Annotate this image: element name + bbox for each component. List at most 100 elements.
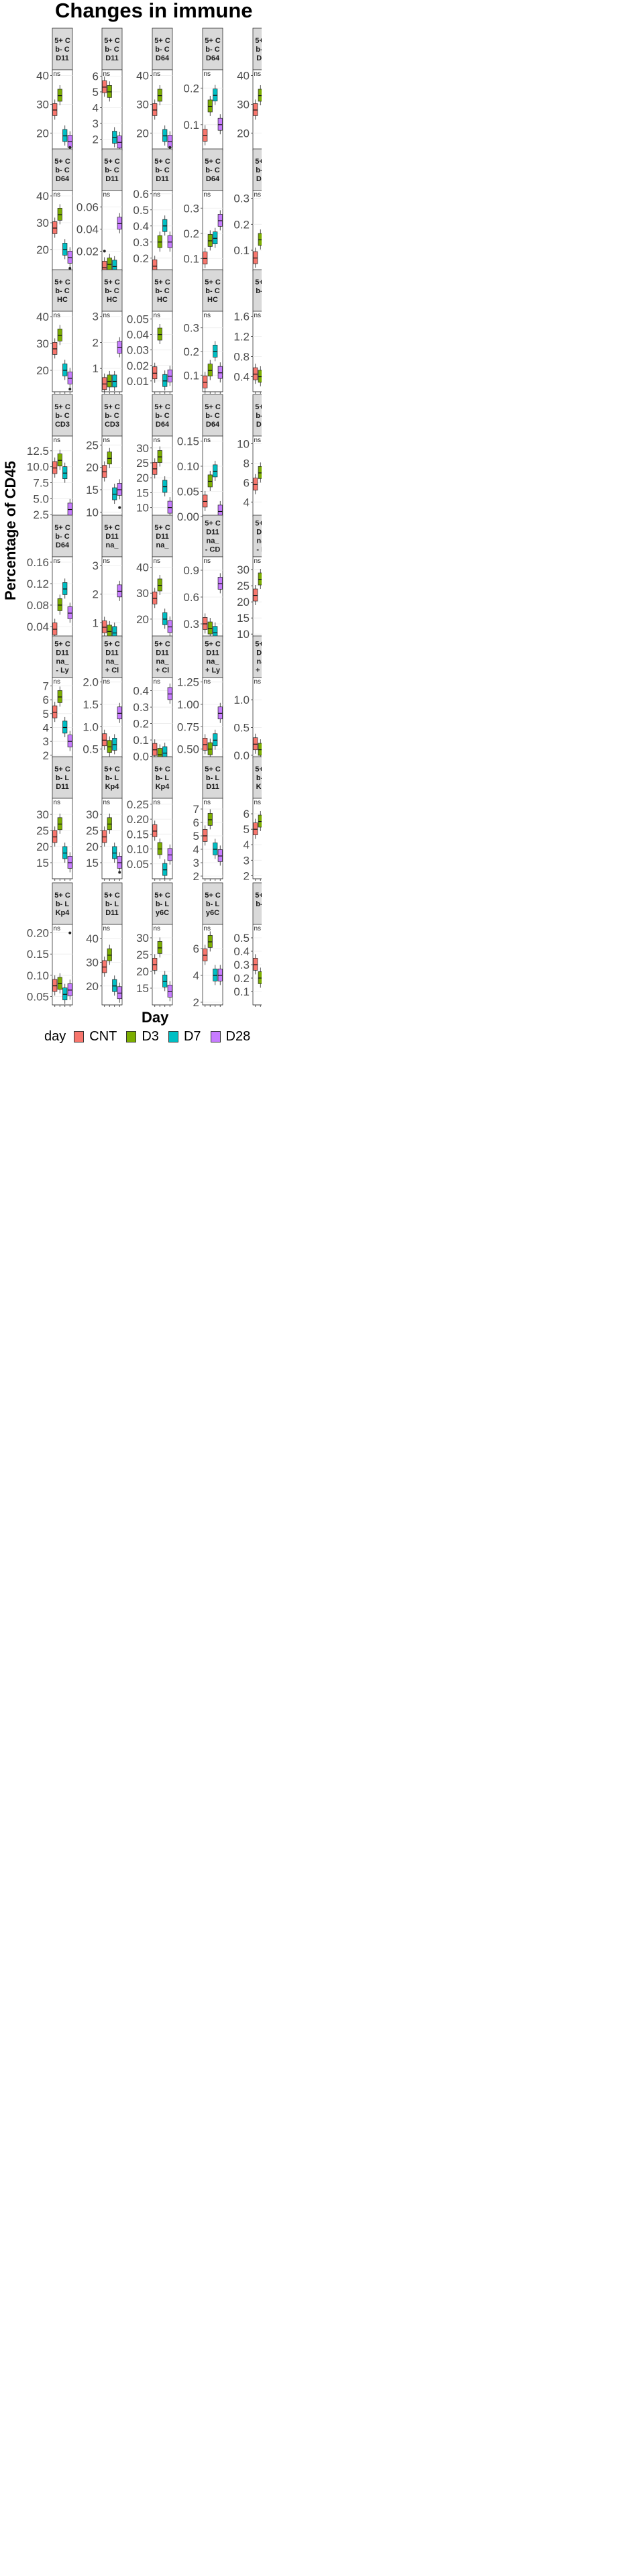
y-tick-label: 0.16 <box>27 556 49 569</box>
box-d28 <box>117 584 122 598</box>
facet-strip <box>101 394 123 437</box>
facet-strip <box>52 28 73 70</box>
facet-strip-label: 5+ C <box>154 158 170 166</box>
y-tick-label: 0.3 <box>183 618 199 631</box>
facet-strip-label: 5+ C <box>104 524 120 532</box>
significance-label: ns <box>204 799 211 806</box>
facet-strip-label: D11 <box>256 54 262 62</box>
y-tick-label: 20 <box>136 965 149 978</box>
facet-strip-label: Kp4 <box>56 909 70 917</box>
facet-strip <box>202 515 223 557</box>
y-tick-label: 40 <box>36 70 49 83</box>
facet-strip-label: 5+ C <box>255 765 262 773</box>
y-tick-label: 7 <box>43 680 49 692</box>
y-tick-label: 15 <box>237 612 250 625</box>
y-tick-label: 0.2 <box>183 345 199 358</box>
facet-strip-label: D11 <box>206 649 219 657</box>
y-tick-label: 0.15 <box>127 828 149 841</box>
y-tick-label: 20 <box>237 596 250 608</box>
facet-strip-label: + Cl <box>156 667 169 675</box>
y-tick-label: 4 <box>43 721 49 734</box>
y-tick-label: 0.15 <box>27 948 49 961</box>
box-d28 <box>217 504 223 517</box>
y-tick-label: 25 <box>237 580 250 592</box>
y-tick-label: 40 <box>237 70 250 83</box>
facet-strip <box>202 394 223 437</box>
facet-strip-label: - Ly <box>56 667 69 675</box>
outlier-point <box>103 250 106 253</box>
facet-strip-label: Kp4 <box>156 783 170 791</box>
significance-label: ns <box>103 799 111 806</box>
facet-strip <box>152 756 173 799</box>
facet-strip-label: b- L <box>256 774 262 782</box>
significance-label: ns <box>103 678 111 686</box>
significance-label: ns <box>154 70 161 78</box>
box-d7 <box>112 626 117 638</box>
y-tick-label: 30 <box>36 337 49 350</box>
facet-strip-label: CD3 <box>105 421 119 429</box>
significance-label: ns <box>54 557 61 565</box>
facet-strip-label: 5+ C <box>255 520 262 528</box>
facet-strip <box>101 269 123 312</box>
y-tick-label: 0.12 <box>27 578 49 590</box>
facet-strip <box>101 148 123 191</box>
y-tick-label: 0.2 <box>183 227 199 240</box>
y-tick-label: 6 <box>93 70 99 83</box>
y-tick-label: 30 <box>36 217 49 229</box>
y-tick-label: 2 <box>193 870 199 883</box>
y-tick-label: 30 <box>86 808 99 821</box>
significance-label: ns <box>154 678 161 686</box>
facet-strip-label: D64 <box>256 421 262 429</box>
y-tick-label: 0.2 <box>183 82 199 95</box>
facet-strip <box>252 28 262 70</box>
legend-key-d28 <box>210 1030 221 1042</box>
y-tick-label: 20 <box>86 841 99 853</box>
facet-strip-label: D11 <box>105 909 119 917</box>
y-tick-label: 2 <box>93 133 99 146</box>
y-tick-label: 0.02 <box>76 245 99 258</box>
y-tick-label: 6 <box>244 476 250 489</box>
facet-strip-label: 5+ C <box>104 158 120 166</box>
facet-strip-label: 5+ C <box>154 765 170 773</box>
y-tick-label: 1.5 <box>83 698 99 711</box>
facet-strip-label: b- C <box>55 46 69 54</box>
y-tick-label: 15 <box>36 857 49 869</box>
y-tick-label: 0.08 <box>27 599 49 612</box>
y-tick-label: 0.1 <box>183 119 199 131</box>
y-tick-label: 20 <box>86 462 99 474</box>
facet-strip-label: D64 <box>156 421 170 429</box>
y-tick-label: 0.3 <box>233 193 250 205</box>
y-tick-label: 0.4 <box>133 685 149 698</box>
outlier-point <box>168 146 172 149</box>
facet-strip-label: D11 <box>156 175 169 183</box>
facet-strip <box>52 394 73 437</box>
facet-plot-area <box>152 798 173 879</box>
y-tick-label: 25 <box>86 824 99 837</box>
y-tick-label: 15 <box>136 982 149 995</box>
facet-strip-label: D11 <box>256 649 262 657</box>
facet-strip-label: D11 <box>105 54 119 62</box>
facet-strip-label: b- C <box>105 166 119 174</box>
y-tick-label: 2 <box>193 996 199 1009</box>
box-d28 <box>67 983 72 996</box>
significance-label: ns <box>54 312 61 319</box>
facet-strip-label: b- L <box>206 900 219 908</box>
facet-strip-label: 5+ C <box>154 641 170 649</box>
y-tick-label: 0.3 <box>183 202 199 215</box>
y-tick-label: 3 <box>93 117 99 130</box>
box-cnt <box>152 462 158 475</box>
box-d7 <box>112 260 117 272</box>
y-tick-label: 0.1 <box>233 985 250 998</box>
significance-label: ns <box>103 191 111 199</box>
facet-plot-area <box>101 190 123 272</box>
box-d7 <box>162 746 168 759</box>
facet-strip-label: b- C <box>105 287 119 295</box>
